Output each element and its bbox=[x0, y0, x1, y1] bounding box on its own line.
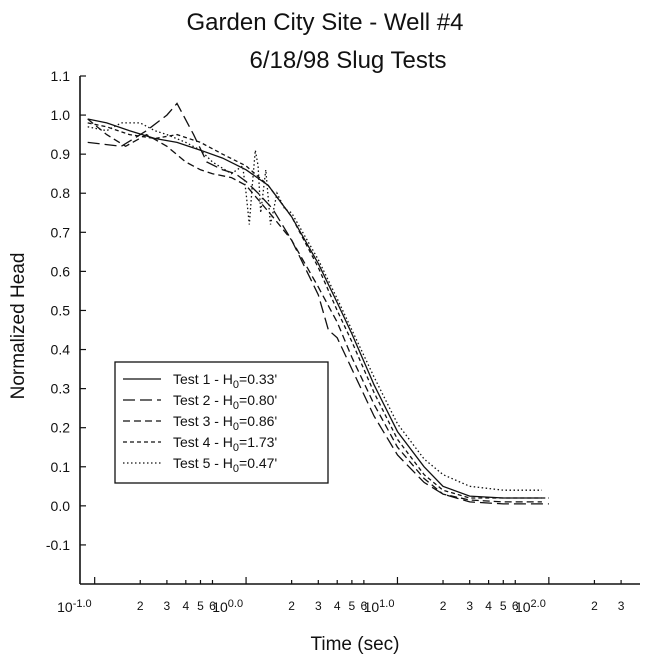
x-minor-tick-label: 6 bbox=[361, 599, 368, 613]
x-major-tick-label: 100.0 bbox=[212, 598, 243, 615]
y-tick-label: 0.0 bbox=[51, 498, 71, 514]
x-axis-label: Time (sec) bbox=[310, 634, 399, 655]
legend-label-subscript: 0 bbox=[233, 379, 239, 391]
plot-area: 1.1 1.0 0.9 0.8 0.7 0.6 0.5 0.4 0.3 0.2 0.1 0.0 -0.1… bbox=[46, 68, 640, 615]
x-tick-base: 10 bbox=[212, 599, 228, 615]
x-minor-tick-label: 2 bbox=[137, 599, 144, 613]
legend-label-test-4: Test 4 - H0=1.73' bbox=[173, 434, 277, 454]
y-tick-label: 0.7 bbox=[51, 224, 71, 240]
y-tick-label: 0.8 bbox=[51, 185, 71, 201]
legend-label-suffix: =0.33' bbox=[239, 371, 277, 387]
y-tick-label: 0.2 bbox=[51, 420, 71, 436]
legend-label-prefix: Test 4 - H bbox=[173, 434, 233, 450]
x-minor-tick-label: 3 bbox=[466, 599, 473, 613]
y-axis-label: Normalized Head bbox=[8, 253, 29, 400]
x-tick-exponent: 2.0 bbox=[531, 598, 546, 610]
chart-subtitle: 6/18/98 Slug Tests bbox=[249, 47, 446, 74]
y-tick-label: 1.0 bbox=[51, 107, 71, 123]
x-minor-tick-label: 3 bbox=[315, 599, 322, 613]
x-tick-base: 10 bbox=[515, 599, 531, 615]
x-minor-tick-label: 5 bbox=[197, 599, 204, 613]
y-tick-label: -0.1 bbox=[46, 537, 70, 553]
y-tick-label: 1.1 bbox=[51, 68, 71, 84]
y-tick-label: 0.1 bbox=[51, 459, 71, 475]
series-line-test-3 bbox=[87, 118, 542, 503]
x-minor-tick-label: 5 bbox=[349, 599, 356, 613]
y-tick-label: 0.3 bbox=[51, 381, 71, 397]
x-major-tick-label: 101.0 bbox=[364, 598, 395, 615]
legend-label-prefix: Test 3 - H bbox=[173, 413, 233, 429]
legend-label-subscript: 0 bbox=[233, 463, 239, 475]
legend-label-prefix: Test 5 - H bbox=[173, 455, 233, 471]
legend-label-prefix: Test 2 - H bbox=[173, 392, 233, 408]
legend-label-suffix: =0.86' bbox=[239, 413, 277, 429]
x-tick-exponent: 1.0 bbox=[379, 598, 394, 610]
legend-label-subscript: 0 bbox=[233, 421, 239, 433]
series-line-test-1 bbox=[87, 118, 542, 499]
legend-label-suffix: =0.47' bbox=[239, 455, 277, 471]
x-minor-tick-label: 4 bbox=[182, 599, 189, 613]
x-minor-tick-label: 2 bbox=[440, 599, 447, 613]
legend-label-test-5: Test 5 - H0=0.47' bbox=[173, 455, 277, 475]
x-tick-exponent: 0.0 bbox=[228, 598, 243, 610]
y-tick-label: 0.6 bbox=[51, 263, 71, 279]
legend-label-test-1: Test 1 - H0=0.33' bbox=[173, 371, 277, 391]
chart-title: Garden City Site - Well #4 bbox=[187, 9, 464, 36]
legend-box bbox=[114, 361, 329, 484]
x-minor-tick-label: 6 bbox=[209, 599, 216, 613]
series-line-test-4 bbox=[87, 122, 549, 499]
x-major-tick-label: 102.0 bbox=[515, 598, 546, 615]
x-minor-tick-label: 5 bbox=[500, 599, 507, 613]
x-tick-exponent: -1.0 bbox=[73, 598, 92, 610]
legend-label-test-3: Test 3 - H0=0.86' bbox=[173, 413, 277, 433]
legend: Test 1 - H0=0.33'Test 2 - H0=0.80'Test 3… bbox=[114, 361, 329, 484]
x-tick-base: 10 bbox=[57, 599, 73, 615]
x-minor-tick-label: 3 bbox=[164, 599, 171, 613]
x-tick-base: 10 bbox=[364, 599, 380, 615]
x-minor-tick-label: 3 bbox=[618, 599, 625, 613]
legend-label-subscript: 0 bbox=[233, 400, 239, 412]
x-minor-tick-label: 2 bbox=[288, 599, 295, 613]
y-tick-label: 0.9 bbox=[51, 146, 71, 162]
x-minor-tick-label: 4 bbox=[485, 599, 492, 613]
y-tick-label: 0.4 bbox=[51, 342, 71, 358]
x-minor-tick-label: 6 bbox=[512, 599, 519, 613]
legend-label-suffix: =0.80' bbox=[239, 392, 277, 408]
legend-label-subscript: 0 bbox=[233, 442, 239, 454]
legend-label-prefix: Test 1 - H bbox=[173, 371, 233, 387]
legend-label-suffix: =1.73' bbox=[239, 434, 277, 450]
y-tick-label: 0.5 bbox=[51, 302, 71, 318]
x-minor-tick-label: 4 bbox=[334, 599, 341, 613]
legend-label-test-2: Test 2 - H0=0.80' bbox=[173, 392, 277, 412]
x-major-tick-label: 10-1.0 bbox=[57, 598, 92, 615]
x-minor-tick-label: 2 bbox=[591, 599, 598, 613]
